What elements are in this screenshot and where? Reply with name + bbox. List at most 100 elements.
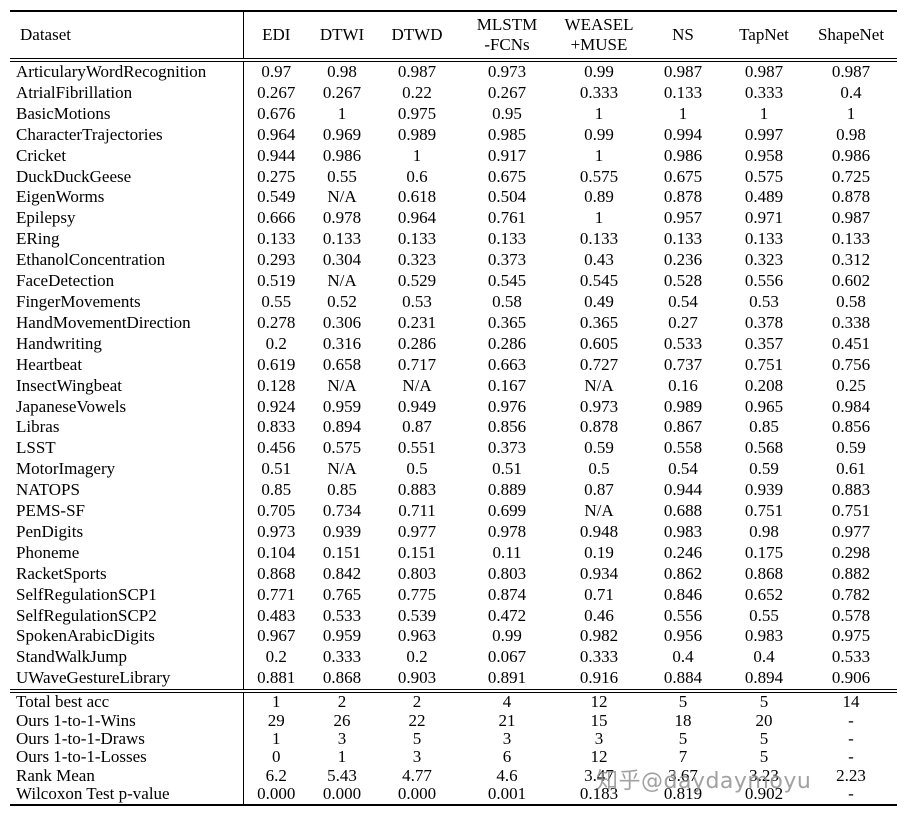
- row-label: StandWalkJump: [16, 647, 128, 667]
- value-cell: 4.6: [496, 766, 518, 785]
- value-cell: 26: [333, 711, 351, 730]
- value-cell: 0.558: [663, 438, 703, 458]
- value-cell: 0.717: [397, 354, 437, 374]
- value-cell: 0.175: [744, 542, 784, 562]
- value-cell: 0.5: [588, 459, 610, 479]
- value-cell: 0.519: [242, 271, 309, 292]
- value-cell: 0.87: [584, 480, 614, 500]
- value-cell: 0.973: [242, 521, 309, 543]
- value-cell: 0.378: [744, 312, 784, 332]
- dataset-row: CharacterTrajectories 0.964 0.969 0.989 0.98…: [10, 124, 897, 146]
- value-cell: 4: [459, 689, 555, 712]
- value-cell: 0.973: [487, 62, 527, 81]
- value-cell: 0.551: [397, 438, 437, 458]
- value-cell: 0.275: [242, 166, 309, 188]
- dataset-row: RacketSports 0.868 0.842 0.803 0.803 0.934 0.8…: [10, 563, 897, 585]
- row-label: Total best acc: [10, 689, 243, 712]
- value-cell: 0.761: [487, 208, 527, 228]
- value-cell: 0.246: [663, 542, 703, 562]
- dataset-row: PenDigits 0.973 0.939 0.977 0.978 0.948 0.983 0…: [10, 521, 897, 543]
- value-cell: 0.618: [397, 187, 437, 207]
- value-cell: 0.934: [579, 563, 619, 583]
- value-cell: 0.699: [487, 501, 527, 521]
- value-cell: 0.751: [831, 501, 871, 521]
- value-cell: 0.25: [836, 375, 866, 395]
- value-cell: 0.902: [744, 785, 784, 804]
- value-cell: 0.267: [242, 82, 309, 104]
- value-cell: 0.59: [584, 438, 614, 458]
- value-cell: 0.133: [397, 229, 437, 249]
- dataset-row: EthanolConcentration 0.293 0.304 0.323 0.373…: [10, 250, 897, 272]
- value-cell: 0.97: [242, 60, 309, 83]
- value-cell: 0.53: [402, 291, 432, 311]
- value-cell: -: [848, 785, 854, 804]
- value-cell: 1: [594, 103, 604, 123]
- value-cell: 1: [846, 103, 856, 123]
- value-cell: 0.55: [327, 166, 357, 186]
- value-cell: 0.52: [327, 291, 357, 311]
- dataset-row: BasicMotions 0.676 1 0.975 0.95 1 1 1 1: [10, 103, 897, 125]
- row-label: NATOPS: [16, 480, 80, 500]
- column-header-dtwi: DTWI: [309, 11, 375, 62]
- row-label: EthanolConcentration: [16, 250, 166, 270]
- value-cell: 0.725: [831, 166, 871, 186]
- value-cell: 6.2: [242, 766, 309, 786]
- value-cell: 0.133: [831, 229, 871, 249]
- value-cell: 0.965: [744, 396, 784, 416]
- value-cell: 0.545: [579, 271, 619, 291]
- value-cell: 0.456: [242, 438, 309, 460]
- value-cell: 0.989: [397, 124, 437, 144]
- value-cell: N/A: [584, 375, 614, 395]
- value-cell: 0.944: [242, 145, 309, 167]
- value-cell: 0.751: [744, 501, 784, 521]
- value-cell: 0.54: [668, 291, 698, 311]
- value-cell: 0.803: [397, 563, 437, 583]
- value-cell: 0.293: [242, 250, 309, 272]
- value-cell: 0.986: [663, 145, 703, 165]
- value-cell: 0.59: [749, 459, 779, 479]
- value-cell: 0.894: [322, 417, 362, 437]
- value-cell: 0.85: [242, 480, 309, 502]
- value-cell: 0.882: [831, 563, 871, 583]
- row-label: Phoneme: [16, 542, 80, 562]
- dataset-row: Epilepsy 0.666 0.978 0.964 0.761 1 0.957 0.971 0…: [10, 208, 897, 230]
- value-cell: 0.323: [744, 250, 784, 270]
- value-cell: 0.916: [579, 668, 619, 688]
- value-cell: 0.533: [663, 333, 703, 353]
- value-cell: 0: [242, 748, 309, 767]
- column-header-dataset: Dataset: [10, 11, 243, 62]
- dataset-row: Handwriting 0.2 0.316 0.286 0.286 0.605 0.533 0…: [10, 333, 897, 355]
- value-cell: 0.939: [744, 480, 784, 500]
- value-cell: 0.151: [322, 542, 362, 562]
- value-cell: 0.957: [663, 208, 703, 228]
- value-cell: 0.575: [322, 438, 362, 458]
- dataset-row: FingerMovements 0.55 0.52 0.53 0.58 0.49 0.54 0…: [10, 291, 897, 313]
- value-cell: 0.734: [322, 501, 362, 521]
- row-label: InsectWingbeat: [16, 375, 122, 395]
- value-cell: 0.956: [663, 626, 703, 646]
- value-cell: 2.23: [836, 766, 866, 785]
- value-cell: 0.304: [322, 250, 362, 270]
- row-label: DuckDuckGeese: [16, 166, 132, 186]
- value-cell: 0.878: [663, 187, 703, 207]
- value-cell: 0.578: [831, 605, 871, 625]
- value-cell: 0.705: [242, 501, 309, 522]
- value-cell: 0.856: [487, 417, 527, 437]
- dataset-row: Phoneme 0.104 0.151 0.151 0.11 0.19 0.246 0.175…: [10, 542, 897, 564]
- value-cell: 0.104: [242, 542, 309, 564]
- value-cell: 0.451: [831, 333, 871, 353]
- value-cell: 6: [502, 748, 512, 767]
- value-cell: 0.483: [242, 605, 309, 627]
- value-cell: 0.85: [327, 480, 357, 500]
- value-cell: 0.756: [831, 354, 871, 374]
- value-cell: 0.978: [322, 208, 362, 228]
- value-cell: 0.976: [487, 396, 527, 416]
- value-cell: 0.133: [322, 229, 362, 249]
- row-label: PenDigits: [16, 521, 84, 541]
- value-cell: 0.982: [579, 626, 619, 646]
- dataset-row: Heartbeat 0.619 0.658 0.717 0.663 0.727 0.737 0…: [10, 354, 897, 376]
- value-cell: 2: [375, 689, 459, 712]
- row-label: HandMovementDirection: [16, 312, 191, 332]
- value-cell: 5: [759, 748, 769, 767]
- value-cell: 0.316: [322, 333, 362, 353]
